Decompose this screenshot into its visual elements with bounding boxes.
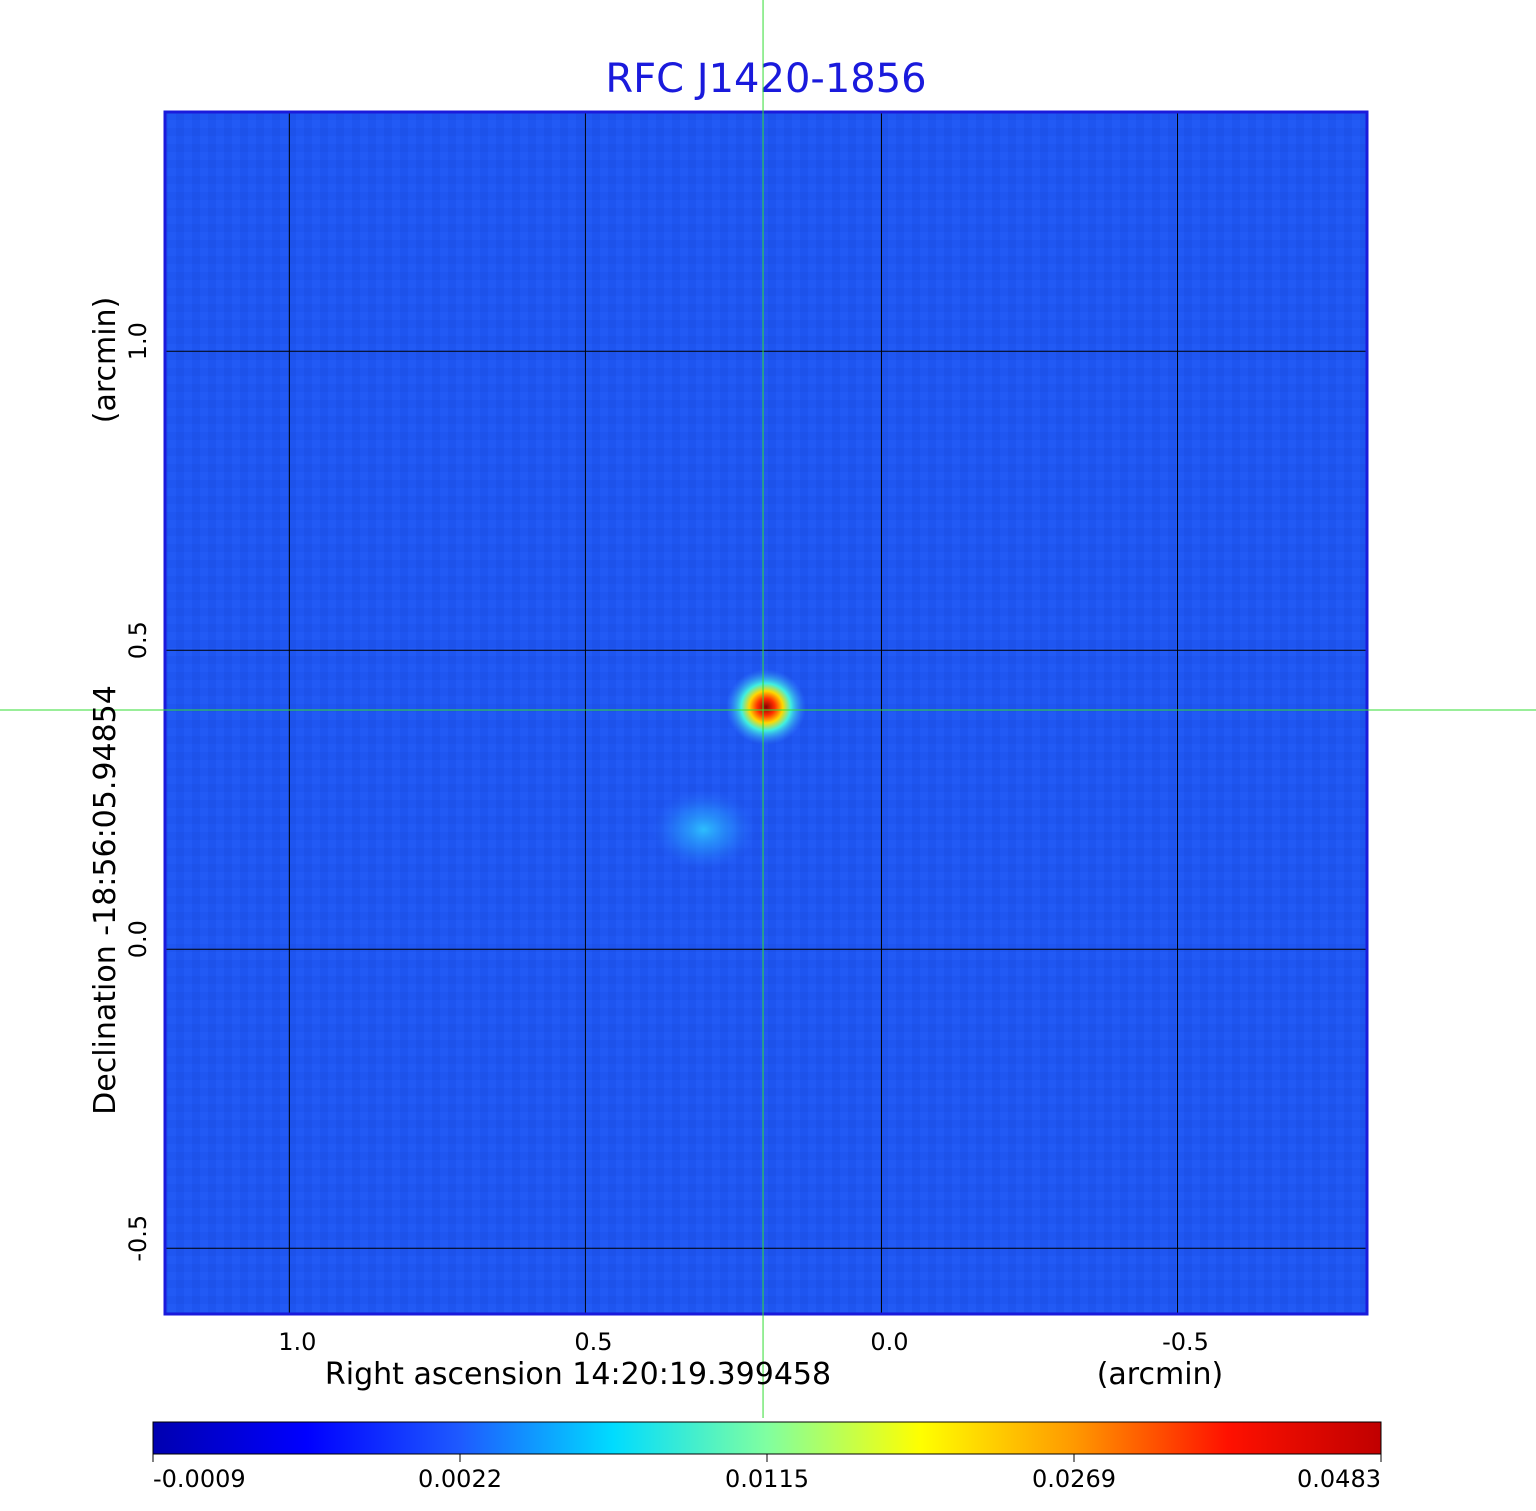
colorbar-tick-label: -0.0009 (153, 1465, 246, 1493)
colorbar: -0.0009 0.0022 0.0115 0.0269 0.0483 (152, 1421, 1382, 1493)
bright-source (726, 669, 806, 746)
y-axis-label: Declination -18:56:05.94854 (88, 685, 123, 1115)
x-axis-label: Right ascension 14:20:19.399458 (325, 1357, 831, 1392)
x-tick-label: 0.5 (574, 1328, 612, 1356)
y-tick-label: 0.5 (124, 621, 152, 659)
colorbar-tick-label: 0.0022 (418, 1465, 502, 1493)
x-tick-labels: 1.0 0.5 0.0 -0.5 (278, 1328, 1209, 1356)
x-axis-unit: (arcmin) (1097, 1357, 1224, 1392)
y-axis-unit: (arcmin) (88, 297, 123, 424)
y-tick-label: 0.0 (124, 920, 152, 958)
colorbar-tick-label: 0.0115 (725, 1465, 809, 1493)
y-tick-label: 1.0 (124, 322, 152, 360)
colorbar-tick-label: 0.0483 (1297, 1465, 1381, 1493)
y-tick-label: -0.5 (124, 1215, 152, 1262)
plot-area (163, 110, 1369, 1316)
y-tick-labels: 1.0 0.5 0.0 -0.5 (124, 322, 152, 1262)
x-tick-label: -0.5 (1162, 1328, 1209, 1356)
colorbar-tick-label: 0.0269 (1032, 1465, 1116, 1493)
faint-source (651, 789, 756, 870)
chart-title: RFC J1420-1856 (605, 56, 926, 102)
x-tick-label: 1.0 (278, 1328, 316, 1356)
sources-layer (651, 669, 806, 870)
grid-lines (165, 112, 1367, 1314)
colorbar-bar (152, 1421, 1382, 1455)
plot-frame (163, 110, 1369, 1316)
colorbar-ticks: -0.0009 0.0022 0.0115 0.0269 0.0483 (152, 1454, 1382, 1493)
x-tick-label: 0.0 (870, 1328, 908, 1356)
crosshair (0, 0, 1536, 1418)
